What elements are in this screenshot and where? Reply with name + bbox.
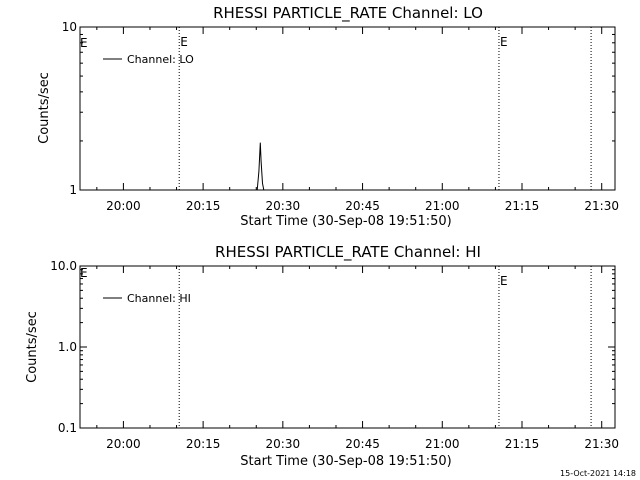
x-tick-label-lo: 20:00 bbox=[106, 199, 141, 213]
y-tick-label-hi: 10.0 bbox=[50, 259, 77, 273]
y-axis-label-hi: Counts/sec bbox=[25, 311, 40, 383]
series-line-lo bbox=[256, 142, 265, 191]
x-tick-label-lo: 20:30 bbox=[266, 199, 301, 213]
edge-label-hi: E bbox=[80, 266, 88, 280]
plot-area-hi bbox=[79, 265, 616, 429]
y-tick-label-hi: 1.0 bbox=[58, 340, 77, 354]
event-marker-label-hi: E bbox=[500, 274, 508, 288]
x-axis-label-hi: Start Time (30-Sep-08 19:51:50) bbox=[240, 454, 451, 469]
chart-title-hi: RHESSI PARTICLE_RATE Channel: HI bbox=[215, 243, 481, 262]
panel-lo: RHESSI PARTICLE_RATE Channel: LO E E 20:0… bbox=[37, 4, 619, 229]
legend-label-lo: Channel: LO bbox=[127, 53, 194, 66]
edge-label-lo: E bbox=[80, 36, 88, 50]
y-tick-label-lo: 1 bbox=[69, 183, 77, 197]
x-tick-label-hi: 20:45 bbox=[345, 437, 380, 451]
event-marker-label-lo: E bbox=[500, 35, 508, 49]
x-tick-label-hi: 20:15 bbox=[186, 437, 221, 451]
x-tick-label-lo: 21:15 bbox=[505, 199, 540, 213]
x-tick-label-hi: 21:15 bbox=[505, 437, 540, 451]
y-axis-label-lo: Counts/sec bbox=[37, 72, 52, 144]
x-tick-label-hi: 21:30 bbox=[584, 437, 619, 451]
event-marker-label-lo: E bbox=[180, 35, 188, 49]
x-tick-label-lo: 20:15 bbox=[186, 199, 221, 213]
x-axis-label-lo: Start Time (30-Sep-08 19:51:50) bbox=[240, 214, 451, 229]
x-tick-label-hi: 20:30 bbox=[266, 437, 301, 451]
x-tick-label-hi: 21:00 bbox=[425, 437, 460, 451]
panel-hi: RHESSI PARTICLE_RATE Channel: HI E 20:00… bbox=[25, 243, 619, 469]
x-tick-label-lo: 21:00 bbox=[425, 199, 460, 213]
plot-area-lo bbox=[79, 26, 616, 191]
y-tick-label-hi: 0.1 bbox=[58, 421, 77, 435]
x-tick-label-lo: 21:30 bbox=[584, 199, 619, 213]
footer-timestamp: 15-Oct-2021 14:18 bbox=[560, 469, 636, 478]
x-tick-label-lo: 20:45 bbox=[345, 199, 380, 213]
legend-label-hi: Channel: HI bbox=[127, 292, 191, 305]
x-tick-label-hi: 20:00 bbox=[106, 437, 141, 451]
chart-title-lo: RHESSI PARTICLE_RATE Channel: LO bbox=[213, 4, 483, 23]
y-tick-label-lo: 10 bbox=[62, 20, 77, 34]
